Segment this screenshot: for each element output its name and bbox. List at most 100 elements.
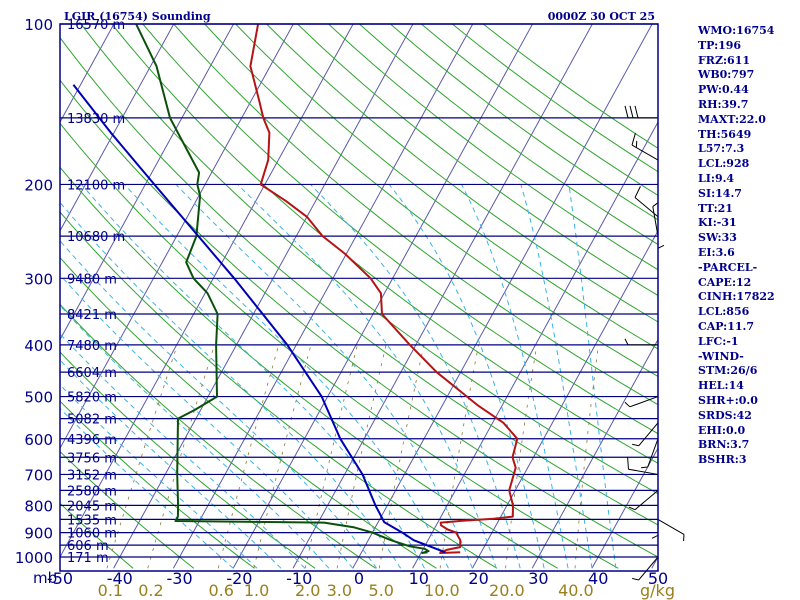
height-label: 9480 m bbox=[67, 272, 117, 287]
index-line: CAP:11.7 bbox=[698, 319, 755, 333]
wind-barb-staff bbox=[628, 468, 659, 475]
moist-adiabat-line bbox=[60, 384, 258, 569]
mixing-ratio-label: 0.6 bbox=[208, 581, 233, 600]
isotherm-line bbox=[60, 24, 294, 450]
wind-barb bbox=[631, 133, 659, 161]
height-label: 16570 m bbox=[67, 18, 125, 33]
moist-adiabat-line bbox=[237, 184, 497, 569]
height-label: 7480 m bbox=[67, 339, 117, 354]
index-line: -WIND- bbox=[698, 349, 744, 363]
wind-barb-flag bbox=[628, 506, 636, 511]
moist-adiabat-line bbox=[310, 184, 521, 569]
wind-barb-staff bbox=[652, 206, 659, 237]
dry-adiabat-line bbox=[111, 24, 658, 464]
dry-adiabat-line bbox=[80, 24, 658, 495]
moist-adiabat-line bbox=[568, 184, 617, 569]
pressure-tick-label: 200 bbox=[24, 176, 53, 194]
temperature-tick-label: 10 bbox=[409, 569, 429, 588]
wind-barb-flag bbox=[629, 105, 634, 118]
height-label: 13830 m bbox=[67, 112, 125, 127]
wind-barb bbox=[624, 338, 658, 346]
moist-adiabat-line bbox=[388, 184, 545, 569]
index-line: CINH:17822 bbox=[698, 290, 775, 304]
wind-barb-staff bbox=[638, 556, 659, 581]
index-line: FRZ:611 bbox=[698, 53, 751, 67]
isotherm-line bbox=[60, 24, 175, 232]
index-line: EHI:0.0 bbox=[698, 423, 746, 437]
temperature-tick-label: 50 bbox=[648, 569, 668, 588]
dry-adiabat-line bbox=[328, 24, 658, 271]
dry-adiabat-line bbox=[60, 79, 658, 558]
wind-barb-staff bbox=[638, 422, 659, 447]
pressure-tick-label: 100 bbox=[24, 16, 53, 34]
mixing-ratio-line bbox=[505, 344, 538, 569]
dry-adiabat-line bbox=[297, 24, 658, 297]
moist-adiabat-line bbox=[60, 240, 378, 569]
plot-frame bbox=[59, 23, 659, 572]
dry-adiabat-line bbox=[359, 24, 658, 246]
temperature-tick-label: -50 bbox=[47, 569, 73, 588]
isotherm-line bbox=[292, 24, 593, 569]
index-line: BRN:3.7 bbox=[698, 438, 750, 452]
dry-adiabat-line bbox=[235, 24, 658, 350]
isotherm-line bbox=[0, 12, 61, 568]
height-label: 6604 m bbox=[67, 366, 117, 381]
dry-adiabat-line bbox=[60, 256, 437, 569]
height-label: 1060 m bbox=[67, 527, 117, 542]
wind-barb bbox=[657, 518, 685, 542]
moist-adiabat-line bbox=[81, 184, 425, 569]
station-title: LGIR (16754) Sounding bbox=[64, 10, 211, 23]
wind-barb-flag bbox=[634, 105, 639, 118]
height-label: 171 m bbox=[67, 551, 109, 566]
mixing-ratio-label: 2.0 bbox=[295, 581, 320, 600]
pressure-tick-label: 500 bbox=[24, 389, 53, 407]
pressure-tick-label: 900 bbox=[24, 525, 53, 543]
wind-barb-flag bbox=[634, 186, 641, 198]
moist-adiabat-line bbox=[60, 304, 330, 569]
wind-barb-flag bbox=[624, 401, 631, 408]
index-line: WMO:16754 bbox=[698, 24, 775, 37]
temperature-tick-label: 0 bbox=[354, 569, 364, 588]
wind-barb-staff bbox=[629, 396, 659, 408]
temperature-tick-label: 40 bbox=[588, 569, 608, 588]
index-line: -PARCEL- bbox=[698, 260, 758, 274]
dry-adiabat-line bbox=[266, 24, 658, 323]
mixing-ratio-label: 1.0 bbox=[244, 581, 269, 600]
height-label: 3152 m bbox=[67, 468, 117, 483]
isotherm-line bbox=[172, 24, 474, 569]
parcel-profile bbox=[72, 84, 446, 554]
index-line: LCL:856 bbox=[698, 305, 750, 319]
temperature-profile bbox=[249, 24, 519, 554]
index-line: BSHR:3 bbox=[698, 453, 747, 467]
height-label: 1535 m bbox=[67, 513, 117, 528]
mixing-ratio-line bbox=[336, 344, 387, 569]
wind-barb bbox=[641, 438, 659, 469]
temperature-tick-label: -20 bbox=[226, 569, 252, 588]
dry-adiabat-line bbox=[60, 166, 558, 569]
isotherm-line bbox=[113, 24, 414, 569]
mixing-ratio-label: 40.0 bbox=[558, 581, 594, 600]
valid-time: 0000Z 30 OCT 25 bbox=[548, 10, 655, 23]
wind-barb-flag bbox=[632, 577, 639, 581]
index-line: SI:14.7 bbox=[698, 186, 742, 200]
wind-barb-flag bbox=[632, 443, 639, 447]
wind-barbs bbox=[624, 105, 685, 581]
mb-corner-label: mb bbox=[33, 569, 57, 587]
pressure-tick-label: 300 bbox=[24, 270, 53, 288]
wind-barb-flag bbox=[651, 534, 659, 539]
mixing-ratio-line bbox=[253, 344, 312, 569]
isotherm-line bbox=[412, 121, 658, 569]
index-line: STM:26/6 bbox=[698, 364, 758, 378]
temperature-tick-label: -10 bbox=[286, 569, 312, 588]
wind-barb-flag bbox=[624, 105, 629, 118]
height-label: 2580 m bbox=[67, 484, 117, 499]
wind-barb-staff bbox=[634, 490, 659, 511]
height-label: 5820 m bbox=[67, 391, 117, 406]
isotherm-line bbox=[352, 24, 653, 569]
index-line: EI:3.6 bbox=[698, 245, 735, 259]
mixing-ratio-label: 10.0 bbox=[424, 581, 460, 600]
mixing-ratio-label: 0.2 bbox=[138, 581, 163, 600]
mixing-ratio-line bbox=[574, 344, 599, 569]
index-line: SW:33 bbox=[698, 231, 737, 245]
index-line: LI:9.4 bbox=[698, 171, 735, 185]
